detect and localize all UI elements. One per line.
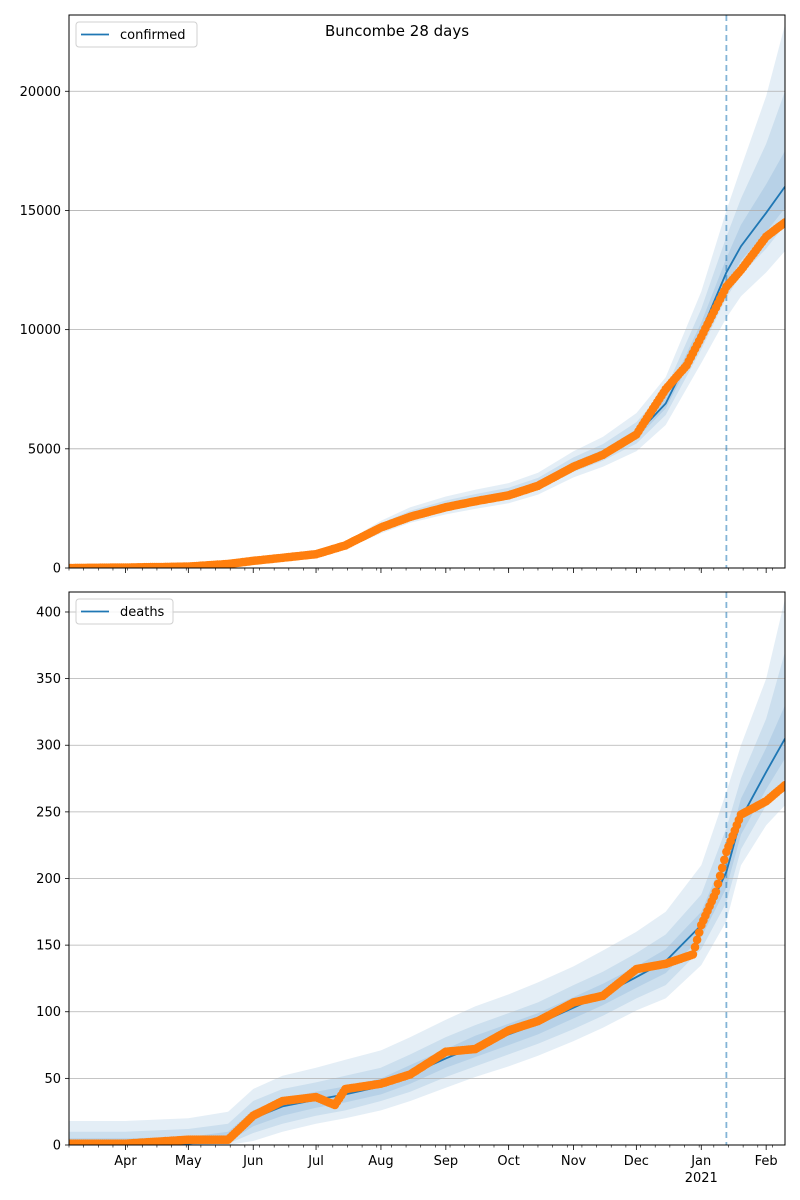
- figure-title: Buncombe 28 days: [325, 22, 469, 40]
- confirmed-y-tick-label: 10000: [20, 323, 61, 338]
- confirmed-legend-box: [75, 21, 198, 48]
- deaths-panel: 0 50 100 150 200 250 300 350 400 Apr May Jun Jul Aug…: [36, 591, 786, 1186]
- deaths-y-tick-label: 50: [44, 1072, 61, 1087]
- deaths-observed-point: [690, 942, 700, 952]
- deaths-x-tick-label: Dec: [624, 1154, 649, 1169]
- confirmed-legend-label: confirmed: [120, 28, 186, 43]
- deaths-legend: deaths: [75, 598, 174, 625]
- deaths-band-1: [69, 598, 785, 1145]
- deaths-observed-point: [720, 855, 729, 865]
- confirmed-panel: 0 5000 10000 15000 20000 confirmed: [20, 14, 786, 577]
- confirmed-y-tick-label: 5000: [28, 442, 61, 457]
- deaths-axes-frame: [68, 591, 786, 1146]
- deaths-x-tick-label: Nov: [561, 1154, 587, 1169]
- deaths-y-tick-label: 150: [36, 939, 61, 954]
- deaths-x-tick-label: Oct: [497, 1154, 519, 1169]
- deaths-observed-point: [711, 887, 721, 897]
- deaths-y-tick-label: 100: [36, 1005, 61, 1020]
- confirmed-observed-point: [780, 218, 785, 227]
- deaths-legend-label: deaths: [120, 605, 165, 620]
- confirmed-x-axis: [68, 568, 773, 573]
- deaths-legend-box: [75, 598, 174, 625]
- deaths-x-tick-label: May: [175, 1154, 202, 1169]
- deaths-x-tick-label: Feb: [755, 1154, 778, 1169]
- deaths-observed-point: [715, 871, 725, 881]
- deaths-x-tick-label: Jul: [307, 1154, 324, 1169]
- confirmed-legend: confirmed: [75, 21, 198, 48]
- deaths-y-tick-label: 250: [36, 805, 61, 820]
- deaths-uncertainty-bands: [69, 598, 785, 1145]
- deaths-y-axis: 0 50 100 150 200 250 300 350 400: [36, 605, 69, 1154]
- deaths-observed-point: [713, 879, 723, 889]
- deaths-observed-point: [692, 935, 702, 945]
- deaths-y-tick-label: 0: [53, 1139, 61, 1154]
- confirmed-y-axis: 0 5000 10000 15000 20000: [20, 85, 69, 577]
- confirmed-y-tick-label: 0: [53, 562, 61, 577]
- deaths-band-2: [69, 652, 785, 1145]
- deaths-y-tick-label: 300: [36, 739, 61, 754]
- deaths-observed-point: [780, 780, 785, 790]
- deaths-observed-point: [694, 928, 704, 937]
- confirmed-y-tick-label: 15000: [20, 204, 61, 219]
- deaths-observed-point: [688, 950, 698, 959]
- deaths-x-tick-label: Jun: [242, 1154, 263, 1169]
- deaths-x-axis: Apr May Jun Jul Aug Sep Oct Nov Dec Jan 2021 Feb: [68, 1145, 778, 1186]
- deaths-x-tick-label: Apr: [114, 1154, 137, 1169]
- deaths-x-tick-label: Jan: [690, 1154, 711, 1169]
- deaths-y-tick-label: 400: [36, 605, 61, 620]
- x-year-label: 2021: [685, 1171, 718, 1186]
- deaths-x-tick-label: Sep: [434, 1154, 459, 1169]
- deaths-observed-points: [69, 780, 785, 1145]
- deaths-y-tick-label: 200: [36, 872, 61, 887]
- confirmed-observed-points: [69, 218, 785, 568]
- confirmed-axes-frame: [68, 14, 786, 569]
- deaths-observed-point: [717, 863, 727, 873]
- deaths-y-tick-label: 350: [36, 672, 61, 687]
- confirmed-y-tick-label: 20000: [20, 85, 61, 100]
- deaths-x-tick-label: Aug: [368, 1154, 393, 1169]
